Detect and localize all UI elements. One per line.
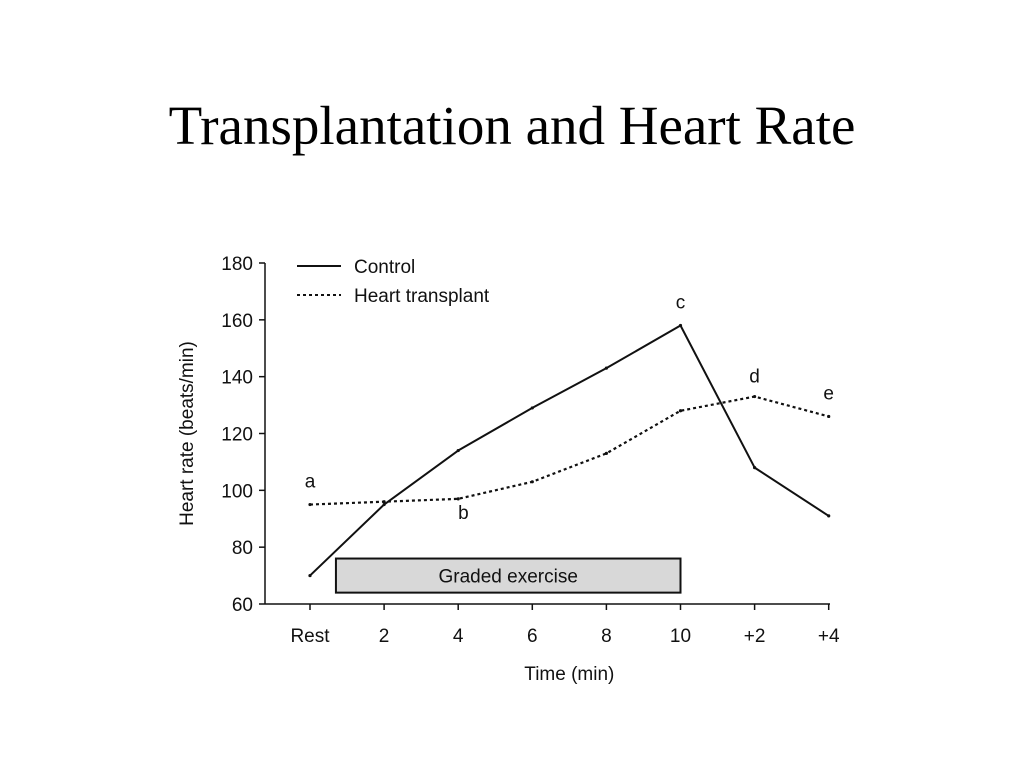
graded-exercise-band-group: Graded exercise (334, 557, 682, 594)
y-tick-label: 100 (221, 481, 253, 502)
slide-title: Transplantation and Heart Rate (168, 95, 856, 156)
data-point (827, 414, 831, 419)
axes-group: 60 80 100 120 140 160 180 Rest 2 4 6 8 10 +2 +4 Time (m… (177, 254, 840, 685)
annotation-label: c (676, 292, 686, 313)
data-point (604, 366, 609, 370)
x-tick-label: 2 (379, 626, 390, 647)
x-tick-label: +2 (744, 626, 766, 647)
data-point (530, 406, 534, 410)
x-axis-title: Time (min) (524, 664, 614, 685)
x-tick-label: +4 (818, 626, 840, 647)
data-point (530, 480, 534, 484)
data-point (827, 514, 831, 518)
x-tick-label: Rest (290, 626, 330, 647)
graded-exercise-label: Graded exercise (439, 567, 578, 588)
y-tick-label: 80 (232, 538, 253, 559)
x-tick-label: 8 (601, 626, 612, 647)
legend-label: Heart transplant (354, 286, 490, 307)
data-point (456, 497, 460, 501)
data-point (308, 502, 312, 507)
legend: Control Heart transplant (297, 257, 490, 307)
data-point (382, 502, 386, 507)
legend-label: Control (354, 257, 415, 278)
annotation-label: b (458, 503, 469, 524)
y-tick-label: 120 (221, 425, 253, 446)
data-point (604, 451, 609, 455)
y-tick-label: 180 (221, 254, 253, 275)
x-tick-label: 6 (527, 626, 538, 647)
annotation-label: e (823, 383, 834, 404)
data-point (678, 409, 683, 413)
x-tick-label: 4 (453, 626, 464, 647)
data-point (753, 394, 757, 399)
data-point (308, 573, 312, 578)
y-tick-label: 140 (221, 368, 253, 389)
series-group (308, 323, 831, 578)
y-tick-label: 160 (221, 311, 253, 332)
data-point (456, 448, 460, 453)
y-tick-label: 60 (232, 595, 253, 616)
series-line-control (309, 324, 830, 577)
graded-exercise-band (334, 557, 682, 594)
series-line-heart-transplant (309, 395, 829, 506)
data-point (382, 500, 386, 504)
annotations-group: a b c d e (305, 292, 834, 523)
annotation-label: d (749, 366, 760, 387)
data-point (678, 323, 683, 328)
annotation-label: a (305, 471, 316, 492)
data-point (753, 466, 757, 470)
x-tick-label: 10 (670, 626, 691, 647)
y-axis-title: Heart rate (beats/min) (177, 341, 198, 526)
